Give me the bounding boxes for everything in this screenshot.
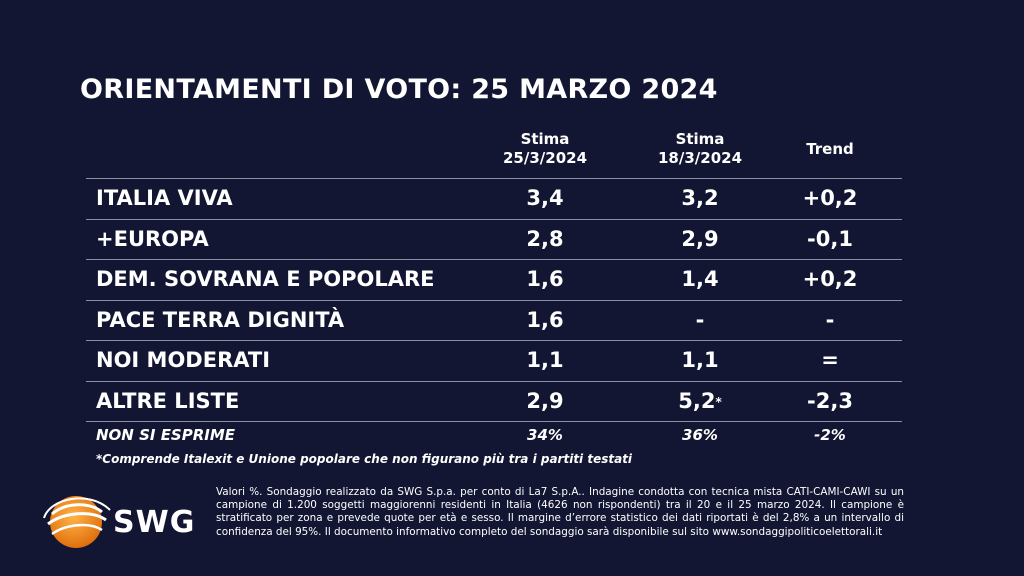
value-trend: -2,3 [770,382,890,422]
column-header-previous-line2: 18/3/2024 [657,149,743,167]
value-trend-text: +0,2 [802,267,858,291]
footnote: *Comprende Italexit e Unione popolare ch… [96,452,633,466]
column-header-previous: Stima 18/3/2024 [625,130,775,168]
party-name: ALTRE LISTE [96,382,239,422]
value-previous: - [625,301,775,341]
value-trend: +0,2 [770,260,890,300]
summary-value-previous: 36% [682,426,718,444]
value-previous-text: 1,1 [681,348,719,372]
column-header-current: Stima 25/3/2024 [470,130,620,168]
value-current: 1,6 [470,260,620,300]
party-name-text: NOI MODERATI [96,348,271,372]
value-trend: +0,2 [770,179,890,219]
table-row: PACE TERRA DIGNITÀ 1,6 - - [86,299,902,341]
table-row: ALTRE LISTE 2,9 5,2* -2,3 [86,380,902,422]
column-header-current-line1: Stima [520,130,570,148]
party-name: ITALIA VIVA [96,179,233,219]
party-name: PACE TERRA DIGNITÀ [96,301,344,341]
value-current-text: 3,4 [526,186,564,210]
value-trend-text: -0,1 [807,226,853,251]
value-previous-text: 2,9 [681,226,719,251]
value-trend-text: = [821,348,839,372]
value-trend-text: - [825,307,835,332]
disclaimer-text: Valori %. Sondaggio realizzato da SWG S.… [216,486,904,538]
value-trend-text: +0,2 [802,186,858,210]
value-current-text: 1,1 [526,348,564,372]
value-trend: -0,1 [770,220,890,260]
value-previous: 5,2* [625,382,775,422]
column-header-previous-line1: Stima [675,130,725,148]
swg-globe-logo-icon [43,496,111,548]
party-name-text: PACE TERRA DIGNITÀ [96,307,345,332]
column-header-trend-line1: Trend [806,140,854,158]
table-row: ITALIA VIVA 3,4 3,2 +0,2 [86,178,902,219]
logo-text: SWG [113,505,196,540]
value-current-text: 2,8 [526,226,564,251]
table-row: +EUROPA 2,8 2,9 -0,1 [86,218,902,260]
value-current: 3,4 [470,179,620,219]
party-name-text: ITALIA VIVA [96,186,233,210]
value-current-text: 1,6 [526,267,564,291]
summary-value-current: 34% [527,426,563,444]
value-previous-text: 3,2 [681,186,719,210]
value-previous-text: - [695,307,705,332]
value-previous: 1,1 [625,341,775,381]
value-current: 2,9 [470,382,620,422]
footnote-marker: * [715,394,722,409]
table-row-summary: NON SI ESPRIME 34% 36% -2% [86,421,902,448]
column-header-current-line2: 25/3/2024 [502,149,588,167]
party-name-text: ALTRE LISTE [96,388,240,413]
column-header-trend: Trend [770,140,890,159]
value-previous-text: 1,4 [681,267,719,291]
value-previous: 2,9 [625,220,775,260]
poll-table: ITALIA VIVA 3,4 3,2 +0,2 +EUROPA 2,8 2,9 -0,1 DE… [86,178,902,448]
value-current: 1,1 [470,341,620,381]
value-previous: 1,4 [625,260,775,300]
value-trend-text: -2,3 [807,388,853,413]
value-previous: 3,2 [625,179,775,219]
value-trend: = [770,341,890,381]
value-trend: - [770,301,890,341]
party-name: NOI MODERATI [96,341,270,381]
party-name-text: DEM. SOVRANA E POPOLARE [96,267,435,291]
party-name-text: +EUROPA [96,226,209,251]
value-current-text: 1,6 [526,307,564,332]
party-name: +EUROPA [96,220,209,260]
value-previous-text: 5,2 [678,388,716,413]
summary-name: NON SI ESPRIME [96,426,236,444]
table-row: NOI MODERATI 1,1 1,1 = [86,340,902,381]
value-current: 2,8 [470,220,620,260]
summary-value-trend: -2% [814,426,846,444]
party-name: DEM. SOVRANA E POPOLARE [96,260,434,300]
table-row: DEM. SOVRANA E POPOLARE 1,6 1,4 +0,2 [86,259,902,300]
value-current: 1,6 [470,301,620,341]
value-current-text: 2,9 [526,388,564,413]
page-title: ORIENTAMENTI DI VOTO: 25 MARZO 2024 [80,74,718,105]
